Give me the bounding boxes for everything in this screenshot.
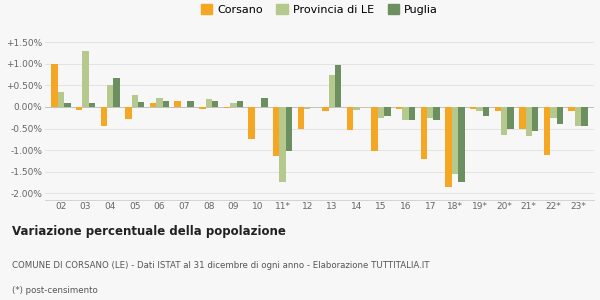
- Bar: [568, 107, 575, 111]
- Bar: [286, 107, 292, 151]
- Bar: [532, 107, 538, 131]
- Legend: Corsano, Provincia di LE, Puglia: Corsano, Provincia di LE, Puglia: [199, 2, 440, 17]
- Bar: [433, 107, 440, 120]
- Bar: [445, 107, 452, 187]
- Bar: [421, 107, 427, 159]
- Bar: [476, 107, 483, 111]
- Bar: [64, 103, 71, 107]
- Bar: [248, 107, 255, 139]
- Text: COMUNE DI CORSANO (LE) - Dati ISTAT al 31 dicembre di ogni anno - Elaborazione T: COMUNE DI CORSANO (LE) - Dati ISTAT al 3…: [12, 262, 430, 271]
- Bar: [107, 85, 113, 107]
- Bar: [156, 98, 163, 107]
- Bar: [322, 107, 329, 111]
- Bar: [224, 107, 230, 108]
- Bar: [544, 107, 550, 155]
- Bar: [187, 100, 194, 107]
- Bar: [113, 78, 120, 107]
- Bar: [508, 107, 514, 128]
- Bar: [125, 107, 131, 119]
- Bar: [230, 103, 236, 107]
- Bar: [501, 107, 508, 135]
- Bar: [557, 107, 563, 124]
- Bar: [304, 107, 310, 109]
- Bar: [58, 92, 64, 107]
- Bar: [76, 107, 82, 110]
- Bar: [236, 101, 243, 107]
- Bar: [378, 107, 384, 118]
- Bar: [206, 99, 212, 107]
- Bar: [384, 107, 391, 116]
- Bar: [353, 107, 359, 110]
- Bar: [335, 65, 341, 107]
- Bar: [280, 107, 286, 182]
- Bar: [175, 100, 181, 107]
- Bar: [427, 107, 433, 118]
- Bar: [470, 107, 476, 109]
- Bar: [347, 107, 353, 130]
- Bar: [494, 107, 501, 111]
- Text: (*) post-censimento: (*) post-censimento: [12, 286, 98, 296]
- Bar: [371, 107, 378, 151]
- Bar: [403, 107, 409, 120]
- Bar: [89, 103, 95, 107]
- Bar: [575, 107, 581, 126]
- Bar: [131, 95, 138, 107]
- Bar: [163, 101, 169, 107]
- Bar: [138, 102, 145, 107]
- Bar: [273, 107, 280, 157]
- Bar: [550, 107, 557, 118]
- Bar: [199, 107, 206, 109]
- Bar: [526, 107, 532, 136]
- Bar: [452, 107, 458, 174]
- Bar: [458, 107, 464, 182]
- Text: Variazione percentuale della popolazione: Variazione percentuale della popolazione: [12, 226, 286, 238]
- Bar: [261, 98, 268, 107]
- Bar: [483, 107, 489, 116]
- Bar: [150, 103, 156, 107]
- Bar: [212, 101, 218, 107]
- Bar: [298, 107, 304, 128]
- Bar: [519, 107, 526, 128]
- Bar: [396, 107, 403, 109]
- Bar: [409, 107, 415, 120]
- Bar: [52, 64, 58, 107]
- Bar: [329, 75, 335, 107]
- Bar: [82, 51, 89, 107]
- Bar: [581, 107, 587, 126]
- Bar: [101, 107, 107, 126]
